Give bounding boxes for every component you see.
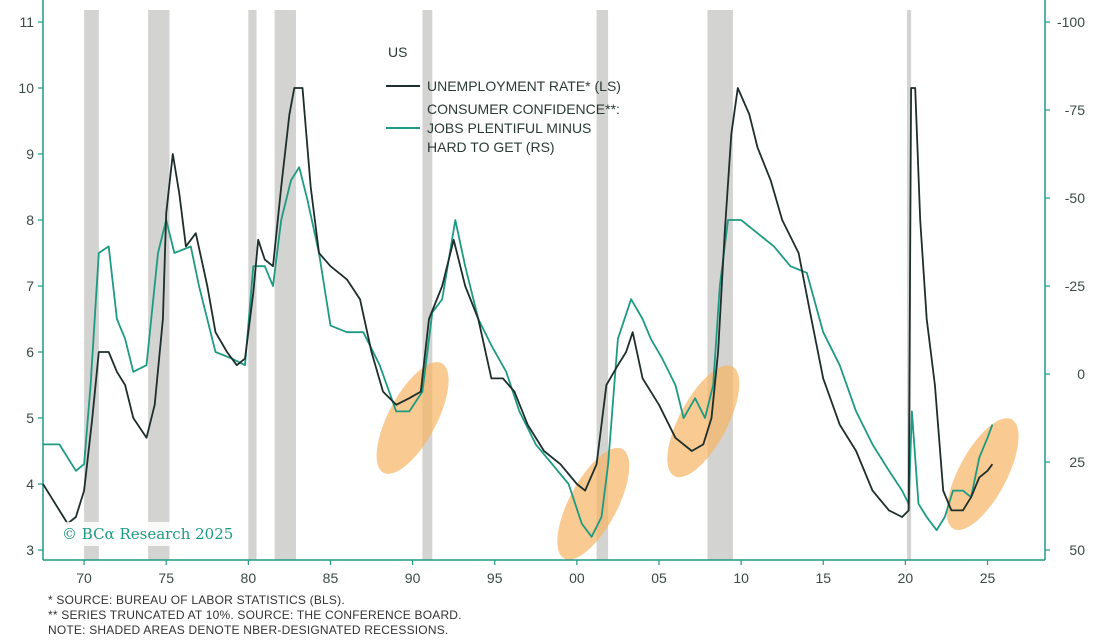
highlight-marker-0 — [376, 362, 449, 474]
footnotes: * SOURCE: BUREAU OF LABOR STATISTICS (BL… — [48, 593, 462, 638]
left-tick-label-3: 6 — [26, 344, 34, 360]
recession-band-3 — [274, 10, 296, 560]
left-tick-label-5: 8 — [26, 212, 34, 228]
right-tick-label-5: -75 — [1065, 102, 1085, 118]
recession-band-7 — [907, 10, 912, 560]
x-tick-label-11: 25 — [980, 570, 996, 586]
x-tick-label-7: 05 — [651, 570, 667, 586]
x-tick-label-9: 15 — [815, 570, 831, 586]
legend-label-confidence-1: CONSUMER CONFIDENCE**: — [427, 101, 620, 117]
axes — [42, 0, 1046, 561]
highlight-markers — [376, 362, 1019, 560]
x-tick-label-4: 90 — [405, 570, 421, 586]
series-lines — [42, 87, 994, 538]
chart: 3 4 5 6 7 8 9 10 11 50 25 0 -25 -50 -75 -100 70 75 80 85 9… — [18, 0, 1085, 586]
x-tick-label-0: 70 — [76, 570, 92, 586]
x-tick-label-10: 20 — [898, 570, 914, 586]
series-line-confidence — [43, 166, 994, 538]
watermark: © BCα Research 2025 — [62, 525, 233, 543]
right-tick-label-4: -50 — [1065, 190, 1085, 206]
footnote-bls: * SOURCE: BUREAU OF LABOR STATISTICS (BL… — [48, 593, 345, 607]
right-tick-label-1: 25 — [1069, 454, 1085, 470]
legend-country: US — [388, 44, 407, 60]
watermark-background — [58, 522, 236, 546]
x-axis-ticks: 70 75 80 85 90 95 00 05 10 15 20 25 — [76, 560, 996, 586]
highlight-marker-1 — [557, 447, 630, 560]
footnote-conference-board: ** SERIES TRUNCATED AT 10%. SOURCE: THE … — [48, 608, 462, 622]
legend-label-confidence-2: JOBS PLENTIFUL MINUS — [427, 120, 591, 136]
legend-label-confidence-3: HARD TO GET (RS) — [427, 139, 555, 155]
recession-band-5 — [596, 10, 609, 560]
right-tick-label-0: 50 — [1069, 542, 1085, 558]
x-tick-label-5: 95 — [487, 570, 503, 586]
highlight-marker-2 — [667, 365, 740, 478]
x-tick-label-2: 80 — [241, 570, 257, 586]
left-tick-label-8: 11 — [19, 14, 34, 30]
left-tick-label-7: 10 — [18, 80, 34, 96]
legend-label-unemployment: UNEMPLOYMENT RATE* (LS) — [427, 78, 621, 94]
x-tick-label-8: 10 — [733, 570, 749, 586]
left-tick-label-2: 5 — [26, 410, 34, 426]
recession-band-1 — [148, 10, 170, 560]
recession-band-4 — [422, 10, 433, 560]
x-tick-label-6: 00 — [569, 570, 585, 586]
footnote-recessions: NOTE: SHADED AREAS DENOTE NBER-DESIGNATE… — [48, 623, 449, 637]
left-tick-label-0: 3 — [26, 542, 34, 558]
left-tick-label-4: 7 — [26, 278, 34, 294]
left-tick-label-1: 4 — [26, 476, 34, 492]
right-tick-label-3: -25 — [1065, 278, 1085, 294]
series-line-unemployment — [42, 87, 994, 525]
right-tick-label-6: -100 — [1057, 14, 1085, 30]
right-axis-ticks: 50 25 0 -25 -50 -75 -100 — [1045, 14, 1085, 558]
right-tick-label-2: 0 — [1077, 366, 1085, 382]
legend: US UNEMPLOYMENT RATE* (LS) CONSUMER CONF… — [386, 44, 621, 155]
x-tick-label-3: 85 — [323, 570, 339, 586]
x-tick-label-1: 75 — [158, 570, 174, 586]
left-tick-label-6: 9 — [26, 146, 34, 162]
left-axis-ticks: 3 4 5 6 7 8 9 10 11 — [18, 14, 43, 558]
